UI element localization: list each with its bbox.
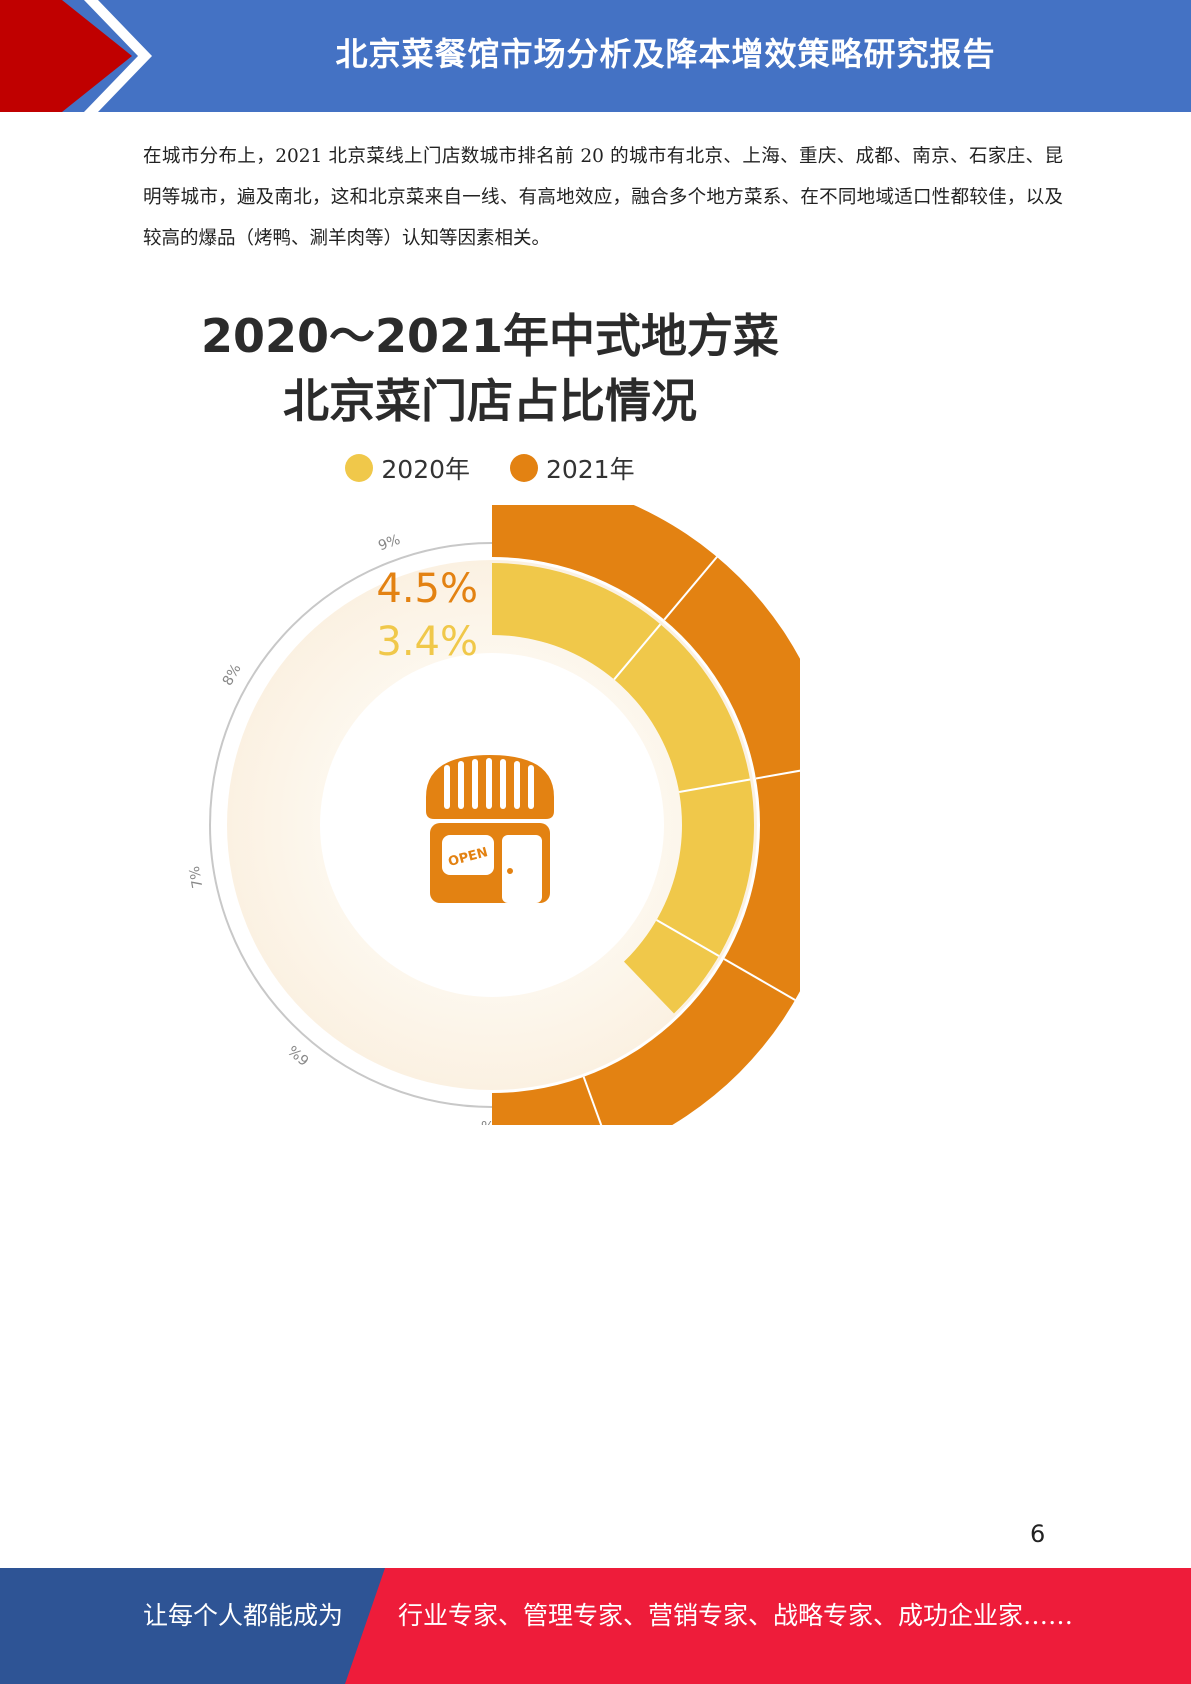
- tick-label: 8%: [220, 661, 245, 688]
- tick-label: 9%: [376, 532, 402, 555]
- radial-bars: [492, 505, 800, 1125]
- chart-title-line1: 2020～2021年中式地方菜: [200, 309, 780, 363]
- bar-separator: [613, 623, 662, 681]
- report-title: 北京菜餐馆市场分析及降本增效策略研究报告: [335, 35, 996, 73]
- legend-label-2021: 2021年: [545, 455, 635, 484]
- bar-separator: [678, 778, 751, 793]
- bar-separator: [656, 919, 720, 957]
- bar-2021年: [492, 505, 800, 1125]
- footer-slogan-left: 让每个人都能成为: [143, 1601, 344, 1630]
- bar-2020年: [492, 563, 754, 1014]
- body-paragraph: 在城市分布上，2021 北京菜线上门店数城市排名前 20 的城市有北京、上海、重…: [143, 146, 1063, 249]
- legend-dot-2021: [509, 454, 538, 482]
- page-number: 6: [1030, 1520, 1046, 1548]
- data-label-2020: 3.4%: [376, 619, 478, 665]
- data-label-2021: 4.5%: [376, 566, 478, 612]
- legend-dot-2020: [345, 454, 374, 482]
- legend-label-2020: 2020年: [381, 455, 471, 484]
- page-footer-band: [0, 1568, 1191, 1684]
- bar-separator: [723, 958, 796, 1001]
- page-header: 北京菜餐馆市场分析及降本增效策略研究报告: [0, 0, 1191, 112]
- bar-separator: [582, 1076, 603, 1125]
- chart-area: 2020～2021年中式地方菜 北京菜门店占比情况 2020年 2021年 1%…: [180, 290, 800, 1150]
- bar-separator: [755, 769, 800, 780]
- footer-slogan-right: 行业专家、管理专家、营销专家、战略专家、成功企业家……: [398, 1601, 1074, 1630]
- legend-item-2021: 2021年: [509, 450, 635, 486]
- tick-label: 6%: [286, 1042, 313, 1069]
- tick-label: 7%: [187, 865, 207, 890]
- header-arrow-decoration: [0, 0, 152, 112]
- bar-separator: [663, 556, 718, 621]
- radial-chart: 1%2%3%4%5%6%7%8%9% 4.5% 3.4% OPEN: [187, 505, 800, 1125]
- chart-title-line2: 北京菜门店占比情况: [283, 374, 697, 428]
- storefront-icon: OPEN: [426, 755, 554, 903]
- chart-legend: 2020年 2021年: [180, 450, 800, 488]
- legend-item-2020: 2020年: [345, 450, 470, 486]
